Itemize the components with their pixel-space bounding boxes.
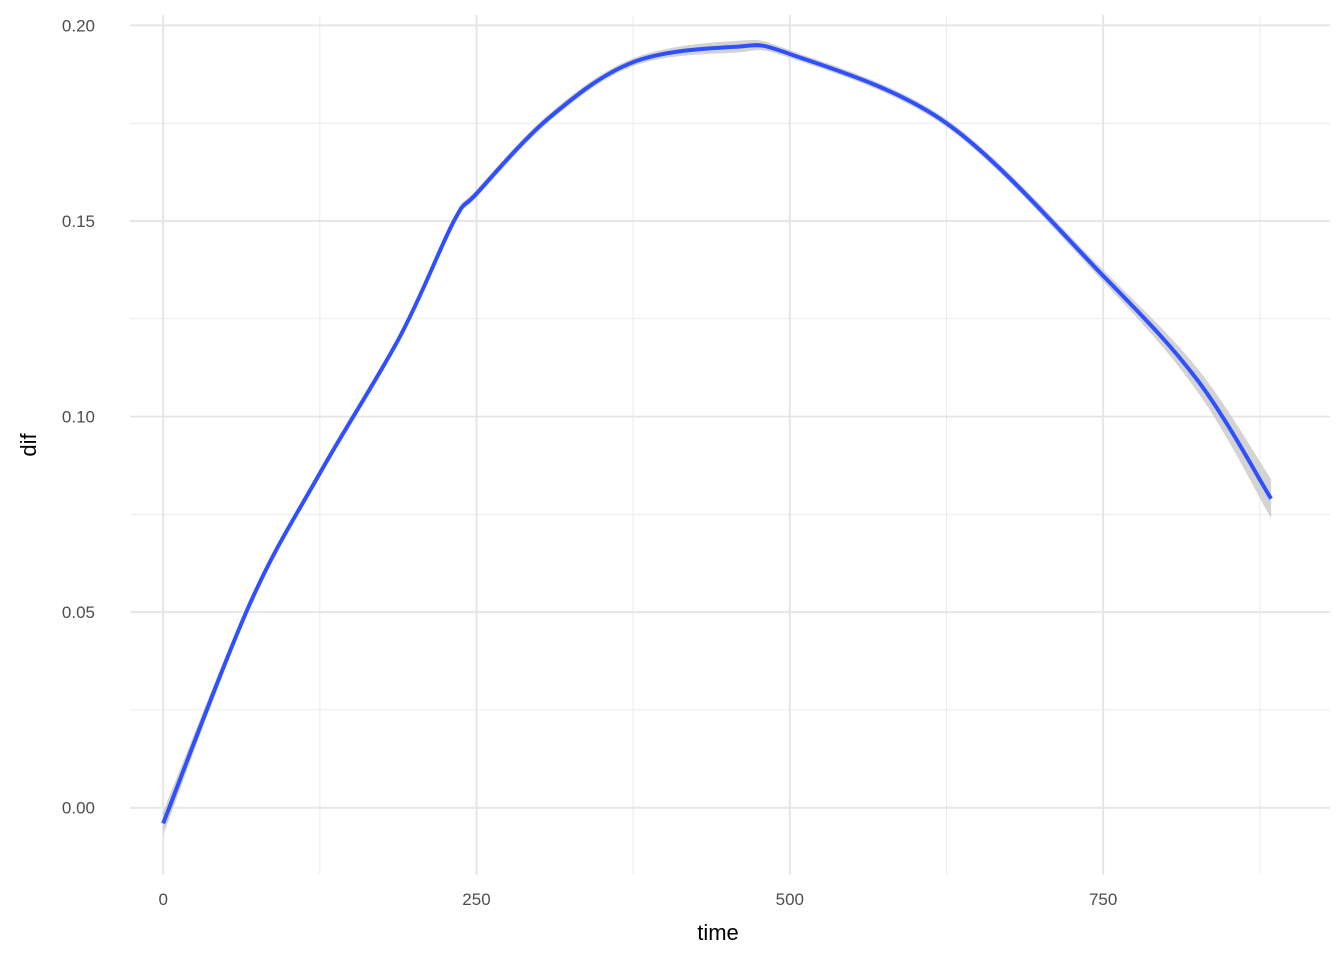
confidence-band	[163, 39, 1272, 836]
y-axis-title: dif	[16, 433, 41, 457]
y-axis-ticks: 0.00 0.05 0.10 0.15 0.20	[62, 16, 95, 817]
smooth-line	[161, 43, 1273, 825]
x-tick-label: 500	[776, 890, 804, 909]
x-axis-ticks: 0 250 500 750	[158, 890, 1117, 909]
y-tick-label: 0.05	[62, 603, 95, 622]
y-tick-label: 0.10	[62, 408, 95, 427]
x-axis-title: time	[697, 920, 739, 945]
x-tick-label: 750	[1089, 890, 1117, 909]
series-lines	[161, 43, 1273, 825]
y-tick-label: 0.15	[62, 212, 95, 231]
x-tick-label: 250	[462, 890, 490, 909]
y-tick-label: 0.00	[62, 799, 95, 818]
y-tick-label: 0.20	[62, 16, 95, 35]
grid	[130, 15, 1330, 875]
confidence-band-area	[163, 39, 1272, 836]
x-tick-label: 0	[158, 890, 167, 909]
